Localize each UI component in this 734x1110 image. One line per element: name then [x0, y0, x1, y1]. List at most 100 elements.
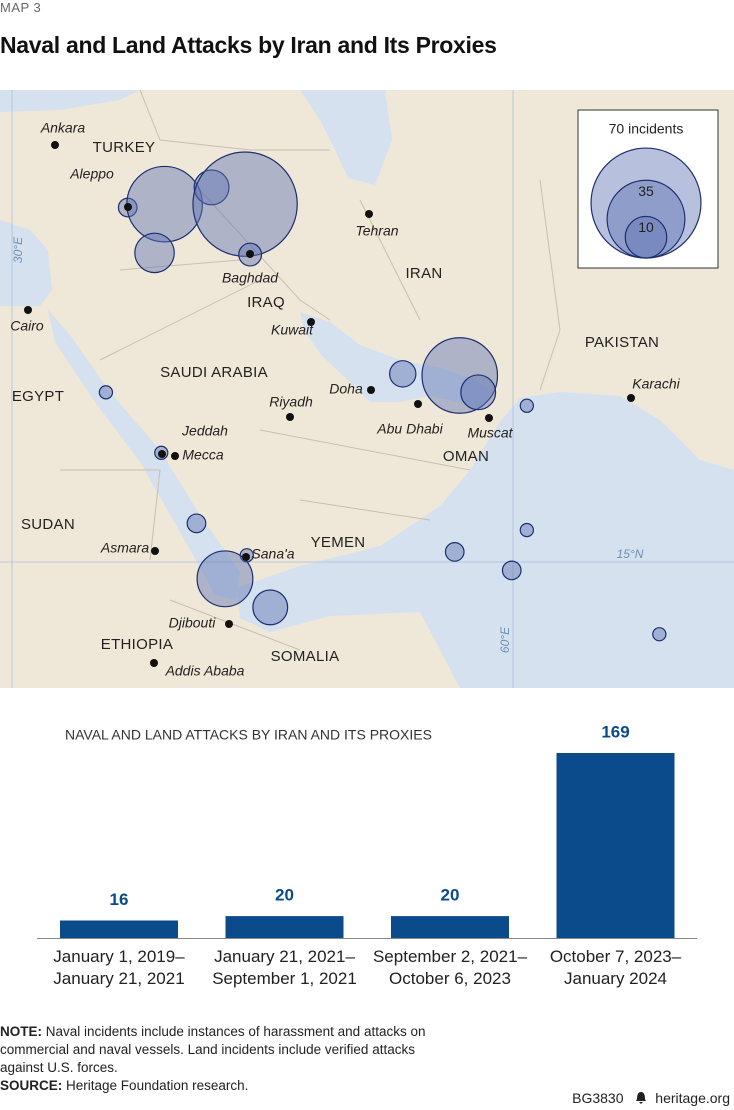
city-dot [24, 306, 32, 314]
grid-label: 15°N [617, 547, 644, 561]
city-label: Kuwait [271, 322, 314, 338]
sea [236, 392, 734, 688]
footer: BG3830 heritage.org [572, 1090, 730, 1106]
incident-bubble [252, 589, 289, 626]
bar [225, 916, 344, 938]
city-dot [242, 553, 250, 561]
value-label: 20 [275, 886, 294, 905]
city-label: Riyadh [269, 394, 313, 410]
legend-label: 35 [638, 183, 654, 199]
incident-bubble [519, 522, 535, 538]
incident-bubble [389, 360, 417, 388]
city-label: Karachi [632, 376, 680, 392]
country-label: SOMALIA [271, 648, 340, 665]
city-label: Djibouti [169, 615, 217, 631]
page-title: Naval and Land Attacks by Iran and Its P… [0, 32, 497, 58]
city-label: Addis Ababa [165, 663, 245, 679]
city-dot [286, 413, 294, 421]
city-dot [414, 400, 422, 408]
city-label: Asmara [100, 540, 149, 556]
country-label: EGYPT [12, 388, 64, 405]
city-dot [367, 386, 375, 394]
city-dot [151, 547, 159, 555]
city-dot [307, 318, 315, 326]
city-dot [171, 452, 179, 460]
legend-label: 10 [638, 219, 654, 235]
incident-bubble [134, 232, 175, 274]
sea [48, 310, 240, 600]
report-code: BG3830 [572, 1090, 624, 1106]
sea [0, 220, 52, 306]
city-label: Muscat [467, 425, 513, 441]
sea [300, 90, 392, 185]
bell-icon [636, 1092, 647, 1104]
category-label: January 21, 2021– September 1, 2021 [212, 947, 357, 988]
value-label: 169 [601, 722, 629, 741]
category-label: January 1, 2019– January 21, 2021 [53, 947, 185, 988]
category-label: October 7, 2023– January 2024 [549, 947, 682, 988]
country-label: IRAQ [247, 294, 285, 311]
incident-bubble [193, 169, 230, 206]
city-label: Jeddah [181, 423, 228, 439]
city-dot [51, 141, 59, 149]
incident-bubble [126, 165, 203, 243]
bar [60, 920, 178, 938]
bar [391, 916, 509, 938]
incident-bubble [501, 560, 522, 581]
country-label: PAKISTAN [585, 334, 659, 351]
incident-bubble [196, 550, 254, 608]
source-label: SOURCE: [0, 1078, 63, 1093]
city-label: Mecca [182, 447, 223, 463]
incident-bubble [98, 385, 114, 400]
city-label: Doha [329, 381, 363, 397]
note-label: NOTE: [0, 1024, 42, 1039]
country-label: IRAN [405, 265, 442, 282]
kicker: MAP 3 [0, 0, 42, 15]
source: Heritage Foundation research. [66, 1078, 249, 1093]
country-label: OMAN [443, 448, 489, 465]
border [60, 89, 561, 651]
city-label: Baghdad [222, 270, 279, 286]
legend-circle [624, 215, 668, 259]
sea [300, 312, 492, 410]
city-dot [225, 620, 233, 628]
grid-label: 30°E [11, 236, 25, 263]
sea [0, 90, 140, 112]
city-dot [627, 394, 635, 402]
legend-box [577, 109, 719, 269]
city-label: Cairo [10, 318, 44, 334]
city-label: Ankara [40, 120, 86, 136]
note: Naval incidents include instances of har… [0, 1024, 426, 1075]
city-label: Sana'a [251, 546, 294, 562]
country-label: TURKEY [93, 139, 156, 156]
city-label: Aleppo [69, 166, 114, 182]
value-label: 16 [110, 890, 129, 909]
country-label: SAUDI ARABIA [160, 364, 268, 381]
notes: NOTE: Naval incidents include instances … [0, 1023, 440, 1095]
country-label: SUDAN [21, 516, 75, 533]
value-label: 20 [441, 886, 460, 905]
city-dot [158, 450, 166, 458]
country-label: ETHIOPIA [101, 636, 173, 653]
city-label: Abu Dhabi [376, 421, 443, 437]
incident-bubble [186, 513, 207, 534]
city-dot [485, 414, 493, 422]
incident-bubble [460, 374, 497, 411]
incident-bubble [192, 151, 298, 257]
city-dot [150, 659, 158, 667]
incident-bubble [421, 337, 499, 414]
legend-title: 70 incidents [609, 121, 684, 137]
country-label: YEMEN [311, 534, 366, 551]
bar [556, 753, 675, 938]
city-dot [124, 203, 132, 211]
category-label: September 2, 2021– October 6, 2023 [372, 947, 528, 988]
basemap [0, 89, 734, 688]
incident-bubble [444, 542, 465, 562]
incident-bubble [519, 398, 535, 413]
site: heritage.org [655, 1090, 730, 1106]
grid-label: 60°E [498, 626, 512, 653]
graphic: 30°E 15°N 60°E TURKEY IRAN IRAQ SAUDI ARABIA E… [0, 89, 734, 939]
city-dot [246, 250, 254, 258]
city-dot [365, 210, 373, 218]
